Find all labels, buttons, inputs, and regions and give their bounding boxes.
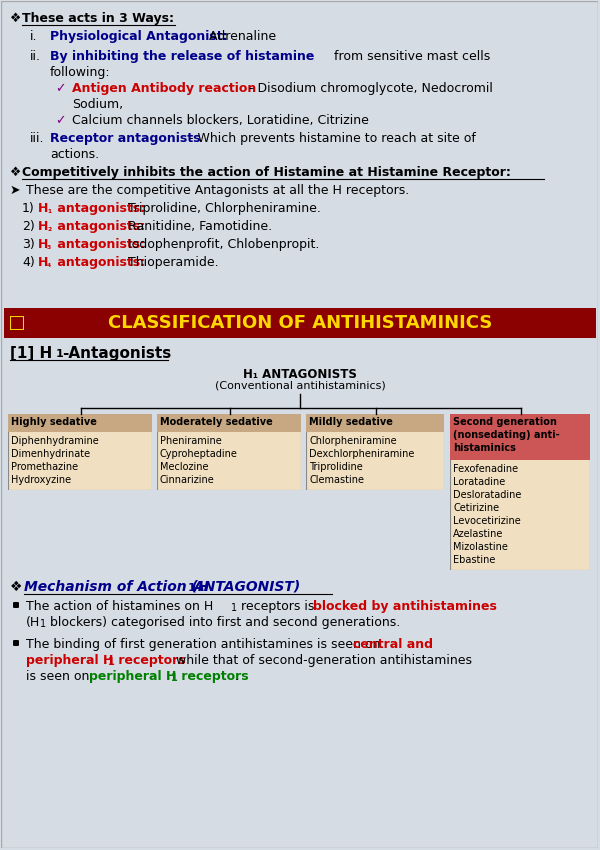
Text: Clemastine: Clemastine	[309, 475, 364, 485]
Text: receptors: receptors	[177, 670, 248, 683]
Circle shape	[13, 602, 19, 608]
Text: ₄: ₄	[47, 259, 51, 269]
Text: (nonsedating) anti-: (nonsedating) anti-	[453, 430, 560, 440]
Text: blockers) categorised into first and second generations.: blockers) categorised into first and sec…	[46, 616, 400, 629]
Text: blocked by antihistamines: blocked by antihistamines	[313, 600, 497, 613]
Text: H: H	[38, 238, 49, 251]
Text: ₁: ₁	[47, 205, 51, 215]
Text: Receptor antagonists: Receptor antagonists	[50, 132, 200, 145]
Text: (H: (H	[26, 616, 40, 629]
Text: central and: central and	[353, 638, 433, 651]
Text: H: H	[38, 256, 49, 269]
Text: Cetirizine: Cetirizine	[453, 503, 499, 513]
Text: iii.: iii.	[30, 132, 44, 145]
Text: following:: following:	[50, 66, 110, 79]
Text: peripheral H: peripheral H	[89, 670, 176, 683]
Text: CLASSIFICATION OF ANTIHISTAMINICS: CLASSIFICATION OF ANTIHISTAMINICS	[108, 314, 492, 332]
Text: Chlorpheniramine: Chlorpheniramine	[309, 436, 397, 446]
Text: Ebastine: Ebastine	[453, 555, 496, 565]
Text: 1: 1	[188, 583, 196, 593]
Text: ❖: ❖	[10, 12, 21, 25]
Text: These are the competitive Antagonists at all the H receptors.: These are the competitive Antagonists at…	[26, 184, 409, 197]
Text: ✓: ✓	[55, 82, 65, 95]
Text: Cyproheptadine: Cyproheptadine	[160, 449, 238, 459]
Text: Second generation: Second generation	[453, 417, 557, 427]
Text: Physiological Antagonist:: Physiological Antagonist:	[50, 30, 227, 43]
Text: 1: 1	[56, 349, 64, 359]
Text: Levocetirizine: Levocetirizine	[453, 516, 521, 526]
Text: ➤: ➤	[10, 184, 20, 197]
Text: Mildly sedative: Mildly sedative	[309, 417, 393, 427]
Text: i.: i.	[30, 30, 37, 43]
Text: antagonists:: antagonists:	[53, 256, 145, 269]
Text: 1: 1	[108, 657, 115, 667]
Text: receptors: receptors	[114, 654, 185, 667]
Circle shape	[13, 640, 19, 646]
Text: antagonists:: antagonists:	[53, 220, 145, 233]
Text: Hydroxyzine: Hydroxyzine	[11, 475, 71, 485]
Text: H: H	[38, 202, 49, 215]
Text: - Disodium chromoglycote, Nedocromil: - Disodium chromoglycote, Nedocromil	[245, 82, 493, 95]
Text: Mechanism of Action (H: Mechanism of Action (H	[24, 580, 209, 594]
Text: By inhibiting the release of histamine: By inhibiting the release of histamine	[50, 50, 314, 63]
Text: Diphenhydramine: Diphenhydramine	[11, 436, 99, 446]
Text: receptors is: receptors is	[237, 600, 319, 613]
Text: Azelastine: Azelastine	[453, 529, 503, 539]
Text: peripheral H: peripheral H	[26, 654, 113, 667]
Text: Cinnarizine: Cinnarizine	[160, 475, 215, 485]
Text: -Antagonists: -Antagonists	[62, 346, 171, 361]
Text: Moderately sedative: Moderately sedative	[160, 417, 273, 427]
Text: histaminics: histaminics	[453, 443, 516, 453]
Text: 1): 1)	[22, 202, 35, 215]
Text: ❖: ❖	[10, 580, 23, 594]
Text: H₁ ANTAGONISTS: H₁ ANTAGONISTS	[243, 368, 357, 381]
Text: - Which prevents histamine to reach at site of: - Which prevents histamine to reach at s…	[185, 132, 476, 145]
Text: Mizolastine: Mizolastine	[453, 542, 508, 552]
Text: The binding of first generation antihistamines is seen on: The binding of first generation antihist…	[26, 638, 385, 651]
Text: while that of second-generation antihistamines: while that of second-generation antihist…	[172, 654, 472, 667]
Text: 4): 4)	[22, 256, 35, 269]
Text: 1: 1	[40, 619, 46, 629]
Text: antagonists:: antagonists:	[53, 238, 145, 251]
Text: Pheniramine: Pheniramine	[160, 436, 222, 446]
Text: H: H	[38, 220, 49, 233]
Text: Calcium channels blockers, Loratidine, Citrizine: Calcium channels blockers, Loratidine, C…	[72, 114, 369, 127]
Text: antagonists:: antagonists:	[53, 202, 145, 215]
Text: Loratadine: Loratadine	[453, 477, 505, 487]
Text: Dexchlorpheniramine: Dexchlorpheniramine	[309, 449, 415, 459]
Text: 2): 2)	[22, 220, 35, 233]
Text: Adrenaline: Adrenaline	[205, 30, 276, 43]
Text: .: .	[235, 670, 239, 683]
Text: 1: 1	[171, 673, 178, 683]
Text: Desloratadine: Desloratadine	[453, 490, 521, 500]
Text: ii.: ii.	[30, 50, 41, 63]
Text: 1: 1	[231, 603, 237, 613]
Text: 3): 3)	[22, 238, 35, 251]
Text: is seen on: is seen on	[26, 670, 94, 683]
Text: ₃: ₃	[47, 241, 51, 251]
Text: ANTAGONIST): ANTAGONIST)	[194, 580, 301, 594]
Text: Promethazine: Promethazine	[11, 462, 78, 472]
Text: Competitively inhibits the action of Histamine at Histamine Receptor:: Competitively inhibits the action of His…	[22, 166, 511, 179]
Text: [1] H: [1] H	[10, 346, 52, 361]
Text: Dimenhydrinate: Dimenhydrinate	[11, 449, 90, 459]
Text: Sodium,: Sodium,	[72, 98, 123, 111]
Text: from sensitive mast cells: from sensitive mast cells	[330, 50, 490, 63]
Text: Antigen Antibody reaction: Antigen Antibody reaction	[72, 82, 256, 95]
Text: These acts in 3 Ways:: These acts in 3 Ways:	[22, 12, 174, 25]
Text: Thioperamide.: Thioperamide.	[125, 256, 219, 269]
Text: Meclozine: Meclozine	[160, 462, 209, 472]
Text: The action of histamines on H: The action of histamines on H	[26, 600, 213, 613]
Text: Highly sedative: Highly sedative	[11, 417, 97, 427]
Text: ✓: ✓	[55, 114, 65, 127]
Text: ₂: ₂	[47, 223, 51, 233]
Text: ❖: ❖	[10, 166, 21, 179]
Text: Triprolidine: Triprolidine	[309, 462, 363, 472]
Text: actions.: actions.	[50, 148, 99, 161]
Text: (Conventional antihistaminics): (Conventional antihistaminics)	[215, 381, 385, 391]
Text: Fexofenadine: Fexofenadine	[453, 464, 518, 474]
Text: Triprolidine, Chlorpheniramine.: Triprolidine, Chlorpheniramine.	[125, 202, 322, 215]
Text: Iodophenprofit, Chlobenpropit.: Iodophenprofit, Chlobenpropit.	[125, 238, 320, 251]
Text: Ranitidine, Famotidine.: Ranitidine, Famotidine.	[125, 220, 272, 233]
